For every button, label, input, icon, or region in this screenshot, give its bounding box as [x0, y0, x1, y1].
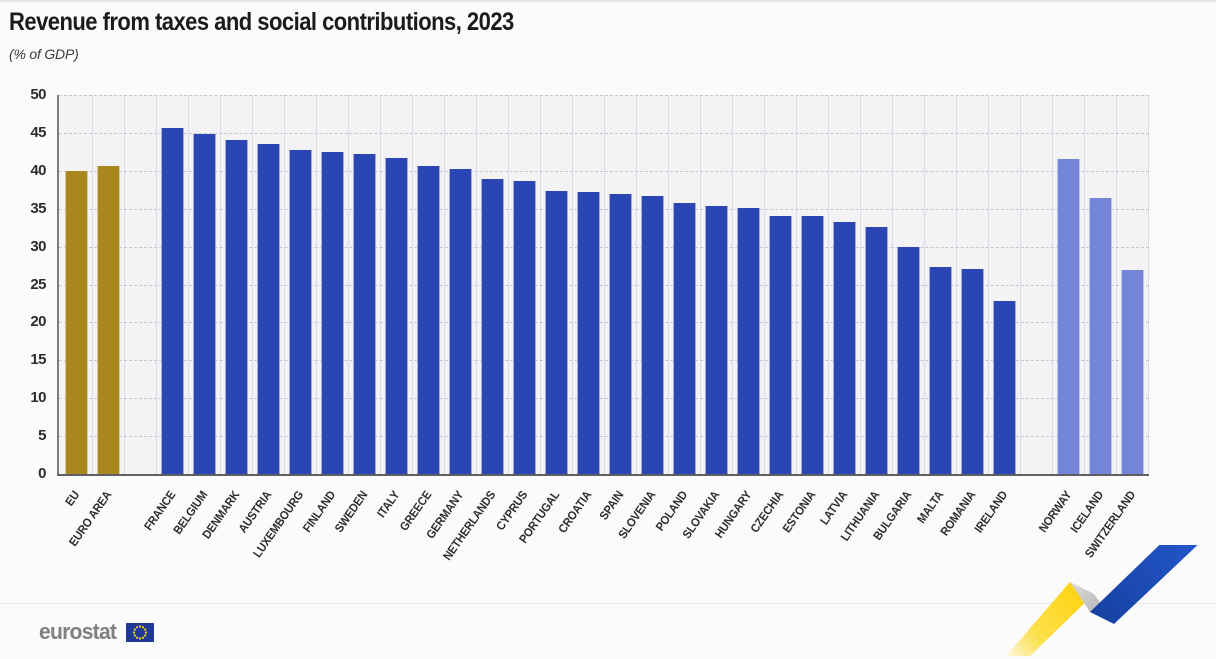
bar-belgium [193, 134, 216, 474]
bar-euro-area [97, 166, 120, 474]
y-axis-tick-label: 15 [30, 351, 46, 369]
bar-iceland [1089, 198, 1112, 474]
flag-star [144, 633, 147, 637]
bar-netherlands [481, 179, 504, 474]
bar-portugal [545, 190, 568, 474]
flag-star [145, 630, 148, 634]
y-axis-tick-label: 10 [30, 389, 46, 407]
horizontal-gridline [59, 208, 1149, 210]
bar-chart: EU EURO AREA FRANCE BELGIUM DENMARK AUSTRIA LU… [57, 95, 1149, 563]
y-axis-tick-label: 30 [30, 237, 46, 255]
bar-slovakia [705, 205, 728, 474]
y-axis-tick-label: 45 [30, 123, 46, 141]
y-axis-tick-label: 25 [30, 275, 46, 293]
bar-latvia [833, 221, 856, 474]
ribbon-yellow-band [1006, 582, 1094, 656]
bar-lithuania [865, 226, 888, 474]
y-axis-tick-label: 35 [30, 199, 46, 217]
flag-star [144, 627, 147, 631]
x-label-eu: EU [61, 488, 82, 509]
bar-luxembourg [289, 149, 312, 474]
flag-star [142, 636, 145, 639]
bar-poland [673, 202, 696, 474]
horizontal-gridline [59, 246, 1149, 248]
horizontal-gridline [59, 284, 1149, 286]
y-axis-tick-label: 5 [38, 427, 46, 445]
footer-divider [0, 603, 1216, 604]
horizontal-gridline [59, 360, 1149, 362]
bar-germany [449, 168, 472, 474]
y-axis-tick-label: 0 [38, 465, 46, 482]
bar-switzerland [1121, 270, 1144, 474]
horizontal-gridline [59, 322, 1149, 324]
flag-star [136, 636, 139, 639]
flag-star [136, 625, 139, 628]
chart-header: Revenue from taxes and social contributi… [9, 8, 583, 62]
bar-eu [65, 170, 88, 474]
horizontal-gridline [59, 95, 1149, 96]
eu-flag-icon [126, 622, 155, 642]
eurostat-logo-text: eurostat [39, 619, 117, 644]
bar-cyprus [513, 181, 536, 474]
horizontal-gridline [59, 398, 1149, 400]
bar-austria [257, 144, 280, 474]
bar-estonia [801, 216, 824, 474]
bar-romania [961, 268, 984, 474]
horizontal-gridline [59, 132, 1149, 134]
bar-italy [385, 157, 408, 474]
ribbon-blue-band [1090, 545, 1198, 624]
bar-ireland [993, 301, 1016, 474]
bar-greece [417, 165, 440, 474]
decorative-ribbon-graphic [1006, 545, 1198, 656]
chart-subtitle: (% of GDP) [9, 46, 79, 62]
bar-spain [609, 194, 632, 474]
flag-star [133, 630, 136, 634]
bar-denmark [225, 139, 248, 474]
chart-title: Revenue from taxes and social contributi… [9, 8, 514, 36]
eurostat-logo: eurostat [39, 619, 155, 645]
bar-norway [1057, 158, 1080, 474]
bar-slovenia [641, 195, 664, 474]
flag-star [134, 627, 137, 631]
flag-star [139, 636, 142, 640]
bar-czechia [769, 215, 792, 474]
flag-star [134, 633, 137, 637]
flag-star [139, 624, 142, 628]
bar-sweden [353, 154, 376, 474]
bar-finland [321, 151, 344, 474]
bar-bulgaria [897, 246, 920, 474]
bar-croatia [577, 192, 600, 474]
bar-malta [929, 267, 952, 474]
horizontal-gridline [59, 436, 1149, 438]
bar-hungary [737, 207, 760, 474]
y-axis-tick-label: 40 [30, 161, 46, 179]
flag-star [142, 625, 145, 628]
y-axis-tick-label: 50 [30, 86, 46, 103]
bar-france [161, 128, 184, 474]
horizontal-gridline [59, 170, 1149, 172]
y-axis-tick-label: 20 [30, 313, 46, 331]
chart-plot-area: EU EURO AREA FRANCE BELGIUM DENMARK AUSTRIA LU… [0, 2, 1216, 563]
